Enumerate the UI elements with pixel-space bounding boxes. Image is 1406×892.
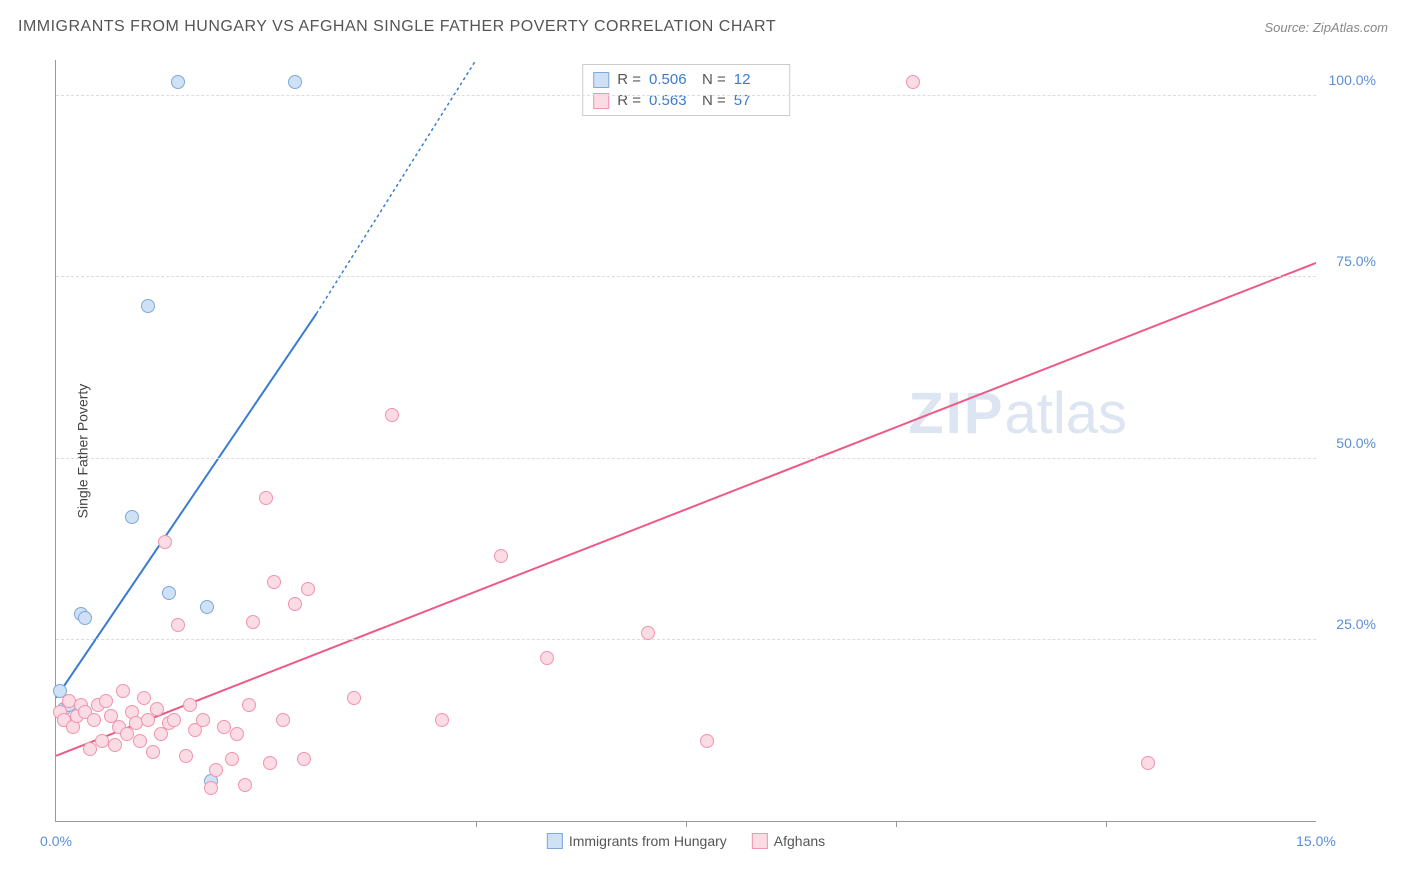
data-point-hungary <box>78 611 92 625</box>
swatch-icon <box>547 833 563 849</box>
data-point-afghans <box>1141 756 1155 770</box>
data-point-afghans <box>230 727 244 741</box>
data-point-hungary <box>288 75 302 89</box>
header: IMMIGRANTS FROM HUNGARY VS AFGHAN SINGLE… <box>18 18 1388 36</box>
data-point-afghans <box>204 781 218 795</box>
data-point-afghans <box>700 734 714 748</box>
stats-row-afghans: R =0.563N =57 <box>593 90 779 111</box>
data-point-afghans <box>167 713 181 727</box>
data-point-hungary <box>125 510 139 524</box>
data-point-afghans <box>263 756 277 770</box>
data-point-afghans <box>242 698 256 712</box>
y-tick-label: 50.0% <box>1336 435 1376 451</box>
data-point-afghans <box>83 742 97 756</box>
data-point-afghans <box>259 491 273 505</box>
gridline <box>56 95 1316 96</box>
gridline <box>56 276 1316 277</box>
x-tick-label: 0.0% <box>40 833 72 849</box>
plot-area: ZIPatlas R =0.506N =12R =0.563N =57 Immi… <box>55 60 1316 822</box>
chart-area: Single Father Poverty ZIPatlas R =0.506N… <box>55 50 1386 852</box>
data-point-afghans <box>225 752 239 766</box>
data-point-afghans <box>209 763 223 777</box>
data-point-afghans <box>116 684 130 698</box>
x-tick-mark <box>1106 821 1107 827</box>
data-point-afghans <box>267 575 281 589</box>
watermark: ZIPatlas <box>908 380 1127 447</box>
data-point-hungary <box>200 600 214 614</box>
data-point-afghans <box>183 698 197 712</box>
legend-item: Afghans <box>752 833 825 849</box>
data-point-afghans <box>238 778 252 792</box>
n-value: 12 <box>734 71 779 88</box>
gridline <box>56 458 1316 459</box>
r-label: R = <box>617 71 641 88</box>
y-tick-label: 75.0% <box>1336 253 1376 269</box>
data-point-afghans <box>347 691 361 705</box>
data-point-afghans <box>196 713 210 727</box>
swatch-icon <box>593 72 609 88</box>
data-point-afghans <box>297 752 311 766</box>
legend-item: Immigrants from Hungary <box>547 833 727 849</box>
x-legend: Immigrants from Hungary Afghans <box>547 833 825 849</box>
data-point-afghans <box>301 582 315 596</box>
legend-label: Afghans <box>774 833 825 849</box>
stats-box: R = 0.506 N = 12 R =0.563N =57 <box>582 64 790 116</box>
data-point-afghans <box>435 713 449 727</box>
data-point-afghans <box>494 549 508 563</box>
swatch-icon <box>752 833 768 849</box>
x-tick-label: 15.0% <box>1296 833 1336 849</box>
data-point-afghans <box>179 749 193 763</box>
data-point-afghans <box>87 713 101 727</box>
data-point-afghans <box>171 618 185 632</box>
data-point-hungary <box>171 75 185 89</box>
data-point-afghans <box>108 738 122 752</box>
data-point-afghans <box>146 745 160 759</box>
x-tick-mark <box>476 821 477 827</box>
chart-title: IMMIGRANTS FROM HUNGARY VS AFGHAN SINGLE… <box>18 18 776 36</box>
r-value: 0.506 <box>649 71 694 88</box>
data-point-afghans <box>246 615 260 629</box>
data-point-afghans <box>288 597 302 611</box>
x-tick-mark <box>896 821 897 827</box>
data-point-afghans <box>150 702 164 716</box>
source-label: Source: ZipAtlas.com <box>1264 20 1388 35</box>
data-point-afghans <box>133 734 147 748</box>
data-point-afghans <box>385 408 399 422</box>
stats-row-hungary: R = 0.506 N = 12 <box>593 69 779 90</box>
data-point-hungary <box>141 299 155 313</box>
legend-label: Immigrants from Hungary <box>569 833 727 849</box>
data-point-afghans <box>540 651 554 665</box>
data-point-afghans <box>99 694 113 708</box>
x-tick-mark <box>686 821 687 827</box>
data-point-afghans <box>906 75 920 89</box>
n-label: N = <box>702 71 726 88</box>
y-tick-label: 100.0% <box>1329 72 1376 88</box>
data-point-afghans <box>276 713 290 727</box>
data-point-hungary <box>162 586 176 600</box>
y-tick-label: 25.0% <box>1336 616 1376 632</box>
data-point-afghans <box>137 691 151 705</box>
data-point-afghans <box>641 626 655 640</box>
gridline <box>56 639 1316 640</box>
data-point-afghans <box>158 535 172 549</box>
